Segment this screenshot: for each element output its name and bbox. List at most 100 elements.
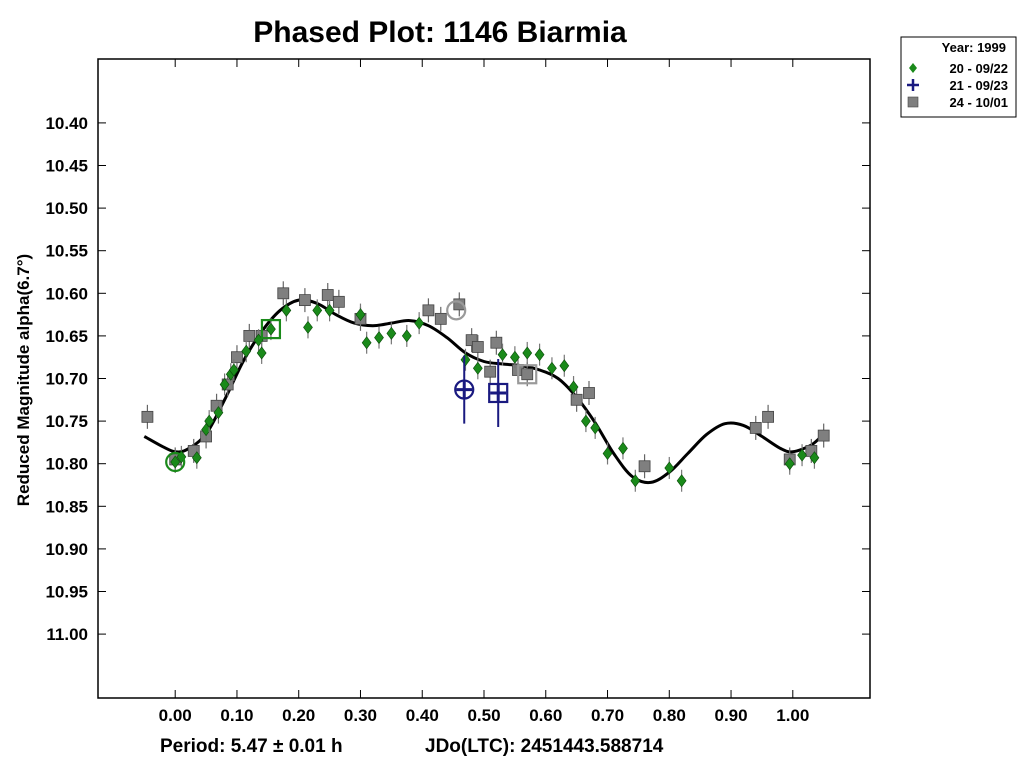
square-marker xyxy=(762,410,774,423)
legend-entry-label: 20 - 09/22 xyxy=(949,61,1008,76)
data-point-square xyxy=(277,281,290,306)
x-tick-label: 0.00 xyxy=(159,706,192,725)
diamond-marker xyxy=(361,336,372,350)
legend-diamond-marker xyxy=(909,63,917,73)
y-tick-label: 10.60 xyxy=(45,284,88,303)
data-point-diamond xyxy=(228,358,239,381)
square-marker xyxy=(243,329,256,342)
data-point-square xyxy=(298,288,311,313)
x-tick-label: 0.30 xyxy=(344,706,377,725)
data-point-square xyxy=(332,289,345,314)
square-marker xyxy=(570,393,583,406)
diamond-marker xyxy=(522,346,533,360)
y-tick-label: 10.75 xyxy=(45,412,88,431)
period-label: Period: 5.47 ± 0.01 h xyxy=(160,736,343,757)
data-point-diamond xyxy=(213,401,224,424)
diamond-marker xyxy=(256,346,267,360)
data-point-square xyxy=(141,404,154,429)
data-point-square xyxy=(471,334,484,359)
data-point-diamond xyxy=(241,340,252,363)
square-marker xyxy=(521,368,534,381)
data-point-diamond xyxy=(170,450,181,473)
data-point-diamond xyxy=(219,373,230,396)
x-tick-label: 0.40 xyxy=(406,706,439,725)
diamond-marker xyxy=(797,448,807,462)
diamond-marker xyxy=(401,329,412,343)
diamond-marker xyxy=(213,406,224,420)
diamond-marker xyxy=(676,474,687,488)
diamond-marker xyxy=(228,363,239,377)
diamond-marker xyxy=(374,331,384,345)
x-tick-label: 0.10 xyxy=(220,706,253,725)
highlight-circle xyxy=(454,379,475,400)
data-point-diamond xyxy=(204,410,215,433)
square-marker xyxy=(434,312,447,325)
data-point-square xyxy=(749,415,762,440)
diamond-marker xyxy=(191,451,202,465)
y-tick-label: 10.70 xyxy=(45,370,88,389)
data-point-diamond xyxy=(784,452,795,475)
square-marker xyxy=(231,351,243,364)
diamond-marker xyxy=(510,350,520,364)
plot-frame xyxy=(97,58,871,699)
data-point-square xyxy=(762,404,774,429)
data-point-diamond xyxy=(414,312,425,335)
x-tick-label: 0.50 xyxy=(467,706,500,725)
y-tick-label: 10.65 xyxy=(45,327,88,346)
diamond-marker xyxy=(581,414,591,428)
data-point-diamond xyxy=(355,303,366,326)
fit-curve xyxy=(143,298,825,485)
data-point-diamond xyxy=(266,318,276,341)
diamond-marker xyxy=(266,322,276,336)
data-point-diamond xyxy=(664,456,675,479)
square-marker xyxy=(484,365,497,378)
data-point-square xyxy=(422,298,435,323)
square-marker xyxy=(422,304,435,317)
x-tick-label: 0.20 xyxy=(282,706,315,725)
diamond-marker xyxy=(219,377,230,391)
data-point-plus xyxy=(456,355,473,424)
diamond-marker xyxy=(618,441,628,455)
diamond-marker xyxy=(241,344,252,358)
diamond-marker xyxy=(386,326,397,340)
data-point-diamond xyxy=(401,324,412,347)
data-point-diamond xyxy=(510,346,520,369)
data-point-diamond xyxy=(312,299,323,322)
x-tick-label: 1.00 xyxy=(776,706,809,725)
x-tick-label: 0.60 xyxy=(529,706,562,725)
square-marker xyxy=(141,410,154,423)
legend-title: Year: 1999 xyxy=(942,40,1006,55)
diamond-marker xyxy=(204,414,215,428)
x-tick-label: 0.90 xyxy=(714,706,747,725)
y-tick-label: 10.95 xyxy=(45,583,88,602)
chart-title: Phased Plot: 1146 Biarmia xyxy=(253,16,627,49)
data-point-square xyxy=(638,454,651,479)
highlight-circle xyxy=(165,451,186,473)
square-marker xyxy=(583,387,595,399)
legend-square-marker xyxy=(907,96,919,108)
square-marker xyxy=(321,289,334,301)
data-point-diamond xyxy=(676,469,687,492)
data-point-diamond xyxy=(618,437,628,460)
data-point-diamond xyxy=(602,442,613,465)
diamond-marker xyxy=(809,451,820,465)
y-tick-label: 10.90 xyxy=(45,540,88,559)
data-point-diamond xyxy=(559,354,570,377)
diamond-marker xyxy=(460,353,471,367)
diamond-marker xyxy=(602,446,613,460)
square-marker xyxy=(817,429,830,442)
data-point-diamond xyxy=(281,299,292,322)
x-axis: 0.00 0.10 0.20 0.30 0.40 0.50 0.60 0.70 0.80 0.90… xyxy=(159,59,809,725)
square-marker xyxy=(332,295,345,308)
data-point-square xyxy=(231,345,243,370)
data-point-diamond xyxy=(374,326,384,349)
square-marker xyxy=(638,460,651,473)
square-marker xyxy=(490,336,503,349)
diamond-marker xyxy=(281,303,292,317)
data-point-square xyxy=(321,283,334,308)
diamond-marker xyxy=(170,455,181,469)
diamond-marker xyxy=(324,303,335,317)
data-point-diamond xyxy=(590,416,601,439)
data-point-diamond xyxy=(809,446,820,469)
data-point-diamond xyxy=(361,331,372,354)
